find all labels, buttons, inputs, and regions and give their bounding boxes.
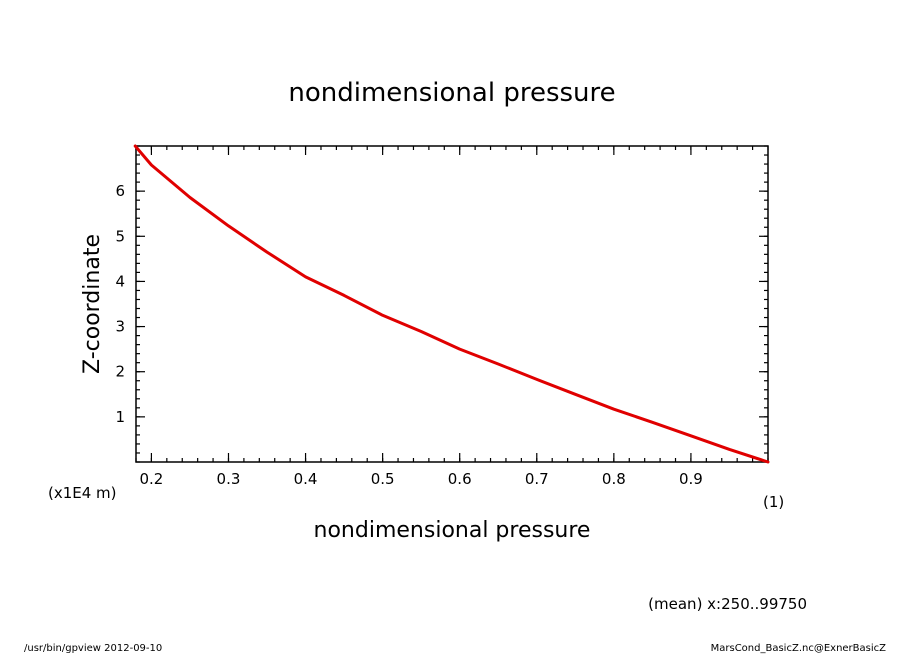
y-tick-label: 5: [115, 227, 125, 245]
x-unit-label: (1): [763, 493, 784, 511]
x-tick-label: 0.3: [217, 470, 241, 488]
y-unit-label: (x1E4 m): [48, 484, 117, 502]
program-date-note: /usr/bin/gpview 2012-09-10: [24, 643, 162, 654]
y-tick-label: 6: [115, 182, 125, 200]
x-tick-label: 0.4: [294, 470, 318, 488]
y-tick-label: 4: [115, 272, 125, 290]
y-tick-label: 2: [115, 363, 125, 381]
x-tick-label: 0.8: [602, 470, 626, 488]
x-tick-label: 0.5: [371, 470, 395, 488]
x-tick-label: 0.7: [525, 470, 549, 488]
y-tick-label: 3: [115, 318, 125, 336]
x-tick-labels: 0.2 0.3 0.4 0.5 0.6 0.7 0.8 0.9: [139, 470, 702, 488]
data-source-note: MarsCond_BasicZ.nc@ExnerBasicZ: [711, 643, 887, 654]
x-tick-label: 0.2: [139, 470, 163, 488]
x-tick-label: 0.6: [448, 470, 472, 488]
y-axis-label: Z-coordinate: [80, 234, 105, 374]
plot-frame: [135, 145, 769, 463]
chart-title: nondimensional pressure: [288, 78, 615, 108]
y-tick-label: 1: [115, 408, 125, 426]
y-tick-labels: 1 2 3 4 5 6: [115, 182, 125, 426]
range-label: (mean) x:250..99750: [648, 595, 807, 613]
x-tick-label: 0.9: [679, 470, 703, 488]
series-line: [133, 144, 770, 464]
tick-marks: [135, 145, 769, 463]
x-axis-label: nondimensional pressure: [314, 518, 591, 543]
